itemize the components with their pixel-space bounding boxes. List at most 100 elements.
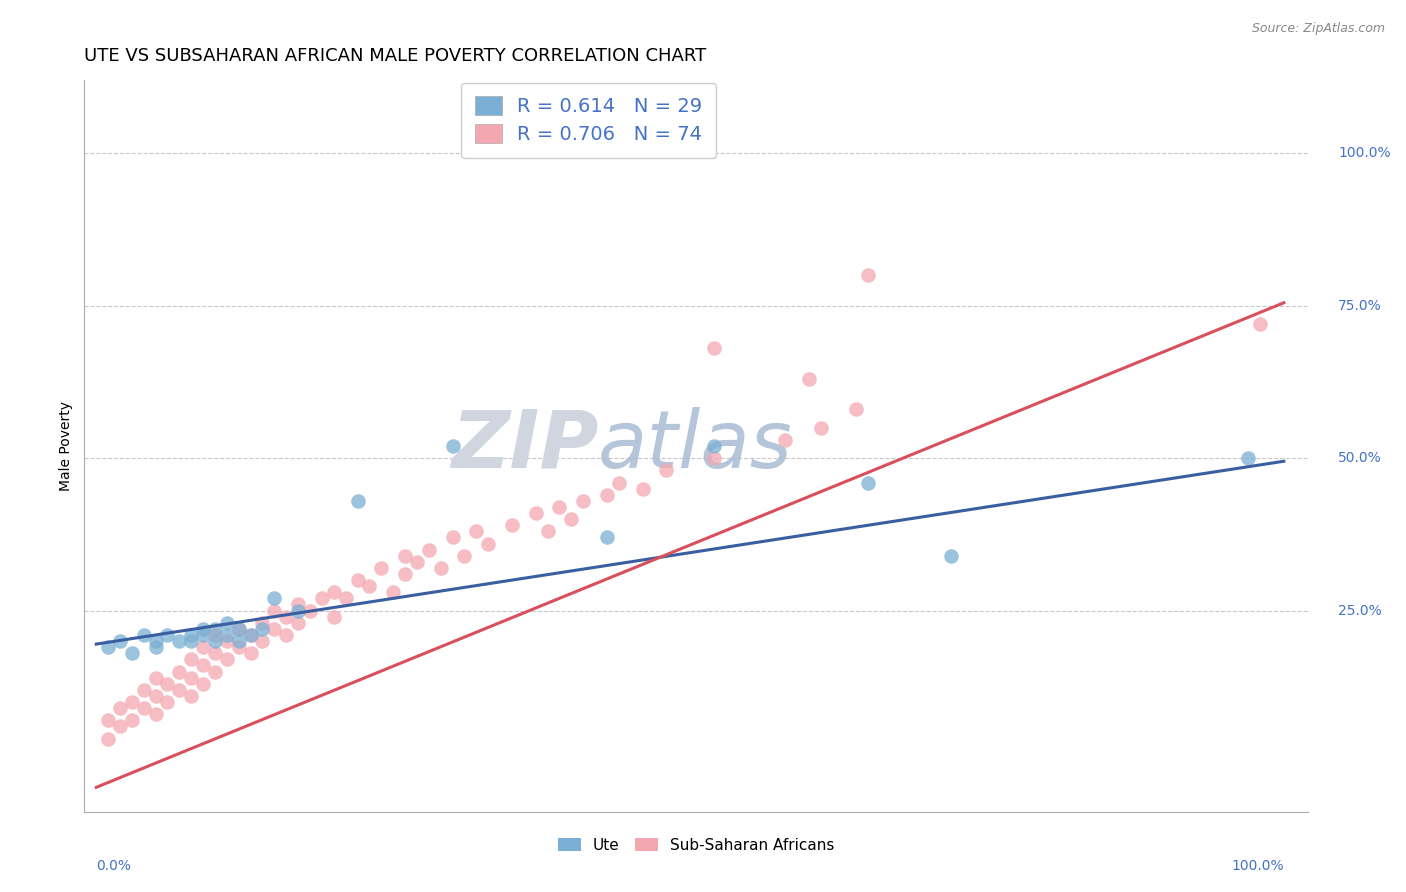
Point bbox=[215, 615, 238, 630]
Point bbox=[370, 561, 392, 575]
Point bbox=[145, 640, 167, 655]
Point bbox=[108, 634, 131, 648]
Point bbox=[169, 665, 191, 679]
Point bbox=[346, 494, 368, 508]
Point bbox=[418, 542, 440, 557]
Point bbox=[169, 634, 191, 648]
Point bbox=[703, 342, 725, 356]
Point bbox=[191, 628, 214, 642]
Point bbox=[180, 671, 202, 685]
Point bbox=[228, 640, 250, 655]
Point bbox=[501, 518, 523, 533]
Point bbox=[239, 646, 262, 660]
Text: 0.0%: 0.0% bbox=[96, 859, 131, 873]
Point bbox=[287, 615, 309, 630]
Point bbox=[311, 591, 333, 606]
Point bbox=[215, 628, 238, 642]
Point bbox=[572, 494, 595, 508]
Point bbox=[941, 549, 963, 563]
Point bbox=[252, 622, 274, 636]
Point bbox=[797, 372, 820, 386]
Point bbox=[228, 622, 250, 636]
Point bbox=[298, 604, 321, 618]
Text: Source: ZipAtlas.com: Source: ZipAtlas.com bbox=[1251, 22, 1385, 36]
Point bbox=[228, 634, 250, 648]
Point bbox=[322, 585, 344, 599]
Point bbox=[810, 421, 832, 435]
Point bbox=[97, 640, 120, 655]
Point bbox=[145, 634, 167, 648]
Point bbox=[239, 628, 262, 642]
Point bbox=[145, 689, 167, 703]
Point bbox=[263, 591, 285, 606]
Point bbox=[596, 488, 619, 502]
Point bbox=[191, 676, 214, 690]
Point bbox=[204, 646, 226, 660]
Point bbox=[429, 561, 451, 575]
Text: atlas: atlas bbox=[598, 407, 793, 485]
Point bbox=[335, 591, 357, 606]
Point bbox=[276, 628, 298, 642]
Point bbox=[180, 634, 202, 648]
Point bbox=[239, 628, 262, 642]
Point bbox=[191, 622, 214, 636]
Point bbox=[156, 695, 179, 709]
Point bbox=[132, 701, 155, 715]
Point bbox=[631, 482, 654, 496]
Point bbox=[773, 433, 796, 447]
Point bbox=[191, 658, 214, 673]
Point bbox=[359, 579, 381, 593]
Text: 25.0%: 25.0% bbox=[1339, 604, 1382, 617]
Point bbox=[204, 628, 226, 642]
Point bbox=[845, 402, 868, 417]
Point bbox=[263, 622, 285, 636]
Text: UTE VS SUBSAHARAN AFRICAN MALE POVERTY CORRELATION CHART: UTE VS SUBSAHARAN AFRICAN MALE POVERTY C… bbox=[84, 47, 707, 65]
Point bbox=[453, 549, 475, 563]
Point bbox=[856, 268, 879, 283]
Point bbox=[204, 634, 226, 648]
Point bbox=[322, 609, 344, 624]
Point bbox=[263, 604, 285, 618]
Text: 50.0%: 50.0% bbox=[1339, 451, 1382, 466]
Point bbox=[97, 731, 120, 746]
Point bbox=[252, 634, 274, 648]
Point bbox=[191, 640, 214, 655]
Point bbox=[108, 719, 131, 733]
Point bbox=[382, 585, 405, 599]
Point bbox=[856, 475, 879, 490]
Point bbox=[215, 652, 238, 666]
Legend: Ute, Sub-Saharan Africans: Ute, Sub-Saharan Africans bbox=[551, 831, 841, 859]
Y-axis label: Male Poverty: Male Poverty bbox=[59, 401, 73, 491]
Point bbox=[607, 475, 630, 490]
Point bbox=[465, 524, 488, 539]
Point bbox=[156, 676, 179, 690]
Point bbox=[287, 604, 309, 618]
Point bbox=[346, 573, 368, 587]
Point bbox=[548, 500, 571, 514]
Point bbox=[156, 628, 179, 642]
Point bbox=[287, 598, 309, 612]
Point bbox=[252, 615, 274, 630]
Point bbox=[121, 646, 143, 660]
Point bbox=[145, 671, 167, 685]
Point bbox=[180, 652, 202, 666]
Point bbox=[1237, 451, 1260, 466]
Point bbox=[394, 567, 416, 582]
Point bbox=[536, 524, 558, 539]
Point bbox=[228, 622, 250, 636]
Point bbox=[596, 530, 619, 544]
Point bbox=[204, 665, 226, 679]
Point bbox=[169, 682, 191, 697]
Point bbox=[1249, 317, 1271, 331]
Point bbox=[108, 701, 131, 715]
Point bbox=[121, 695, 143, 709]
Point bbox=[215, 634, 238, 648]
Point bbox=[145, 707, 167, 722]
Point bbox=[703, 451, 725, 466]
Point bbox=[204, 622, 226, 636]
Text: 100.0%: 100.0% bbox=[1232, 859, 1284, 873]
Point bbox=[406, 555, 429, 569]
Point bbox=[441, 439, 464, 453]
Text: 75.0%: 75.0% bbox=[1339, 299, 1382, 313]
Point bbox=[180, 628, 202, 642]
